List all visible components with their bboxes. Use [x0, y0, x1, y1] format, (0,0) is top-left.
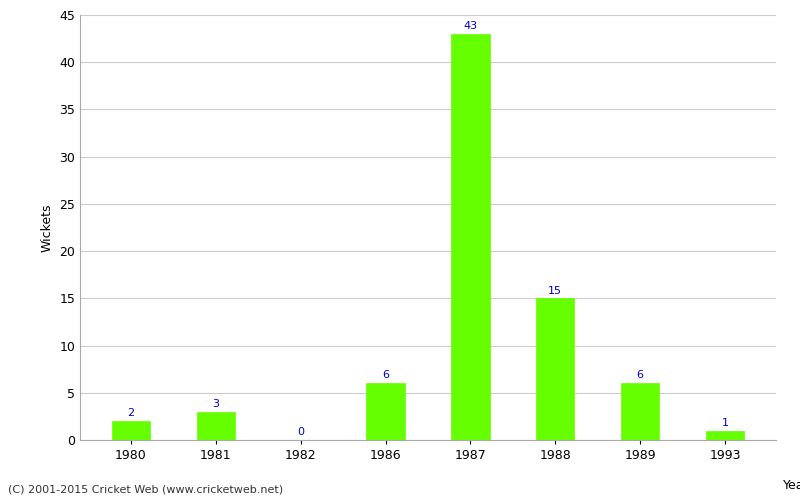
- Text: (C) 2001-2015 Cricket Web (www.cricketweb.net): (C) 2001-2015 Cricket Web (www.cricketwe…: [8, 485, 283, 495]
- Text: Year: Year: [783, 479, 800, 492]
- Text: 3: 3: [212, 399, 219, 409]
- Text: 1: 1: [722, 418, 729, 428]
- Text: 6: 6: [382, 370, 389, 380]
- Text: 6: 6: [637, 370, 644, 380]
- Bar: [366, 384, 405, 440]
- Y-axis label: Wickets: Wickets: [41, 203, 54, 252]
- Text: 15: 15: [548, 286, 562, 296]
- Text: 0: 0: [297, 427, 304, 437]
- Text: 43: 43: [463, 21, 478, 31]
- Bar: [536, 298, 574, 440]
- Bar: [451, 34, 490, 440]
- Bar: [706, 430, 744, 440]
- Bar: [112, 421, 150, 440]
- Bar: [197, 412, 235, 440]
- Bar: [621, 384, 659, 440]
- Text: 2: 2: [127, 408, 134, 418]
